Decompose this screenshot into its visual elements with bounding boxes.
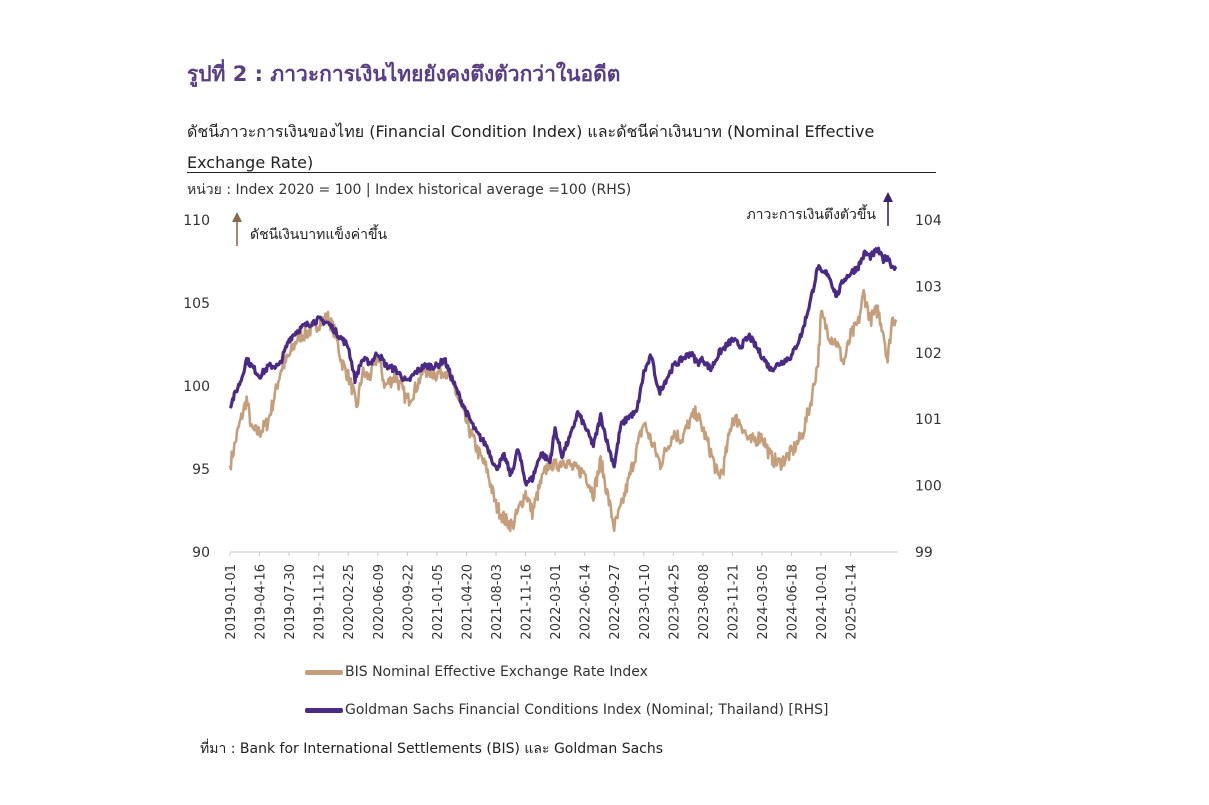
x-tick-label: 2023-04-25	[667, 564, 682, 640]
x-tick-label: 2024-06-18	[786, 564, 801, 640]
legend-label-fci: Goldman Sachs Financial Conditions Index…	[345, 702, 829, 718]
x-tick-label: 2020-09-22	[401, 564, 416, 640]
x-tick-label: 2019-01-01	[224, 564, 239, 640]
up-arrow-head-icon	[883, 192, 893, 202]
x-tick-label: 2023-01-10	[638, 564, 653, 640]
y-right-tick-label: 104	[915, 213, 942, 229]
x-tick-label: 2022-03-01	[549, 564, 564, 640]
neer-series-line	[228, 288, 898, 533]
up-arrow-head-icon	[232, 212, 242, 222]
x-tick-label: 2019-04-16	[254, 564, 269, 640]
x-tick-label: 2022-09-27	[608, 564, 623, 640]
chart-area: 90 95 100 105 110 99 100 101 102 103 104 2019-01-01…	[183, 192, 942, 640]
x-tick-label: 2021-11-16	[520, 564, 535, 640]
unit-note: หน่วย : Index 2020 = 100 | Index histori…	[187, 182, 632, 198]
legend-label-neer: BIS Nominal Effective Exchange Rate Inde…	[345, 664, 648, 680]
x-tick-label: 2020-06-09	[372, 564, 387, 640]
right-annotation: ภาวะการเงินตึงตัวขึ้น	[746, 192, 893, 226]
y-right-tick-label: 102	[915, 346, 942, 362]
x-tick-label: 2020-02-25	[342, 564, 357, 640]
x-tick-label: 2022-06-14	[579, 564, 594, 640]
x-tick-label: 2024-03-05	[756, 564, 771, 640]
legend-item-neer: BIS Nominal Effective Exchange Rate Inde…	[305, 662, 648, 682]
x-tick-label: 2023-11-21	[726, 564, 741, 640]
chart-series	[228, 246, 898, 533]
source-note: ที่มา : Bank for International Settlemen…	[200, 741, 664, 757]
y-right-tick-label: 99	[915, 545, 933, 561]
y-right-tick-label: 100	[915, 479, 942, 495]
fci-series-line	[228, 246, 898, 487]
y-left-tick-label: 95	[192, 462, 210, 478]
legend-swatch-neer	[305, 669, 343, 675]
chart-subtitle: ดัชนีภาวะการเงินของไทย (Financial Condit…	[187, 122, 875, 172]
y-left-tick-label: 100	[183, 379, 210, 395]
legend-item-fci: Goldman Sachs Financial Conditions Index…	[305, 700, 828, 720]
figure-title: รูปที่ 2 : ภาวะการเงินไทยยังคงตึงตัวกว่า…	[187, 62, 621, 86]
x-tick-label: 2021-04-20	[460, 564, 475, 640]
y-left-tick-label: 90	[192, 545, 210, 561]
x-tick-label: 2021-08-03	[490, 564, 505, 640]
y-left-tick-label: 110	[183, 213, 210, 229]
title-divider	[187, 172, 936, 173]
y-right-tick-label: 101	[915, 412, 942, 428]
y-right-tick-label: 103	[915, 279, 942, 295]
x-tick-label: 2019-07-30	[283, 564, 298, 640]
left-annotation: ดัชนีเงินบาทแข็งค่าขึ้น	[232, 212, 388, 246]
y-left-tick-label: 105	[183, 296, 210, 312]
x-tick-label: 2021-01-05	[431, 564, 446, 640]
x-tick-label: 2025-01-14	[845, 564, 860, 640]
x-tick-label: 2019-11-12	[313, 564, 328, 640]
annotation-right-text: ภาวะการเงินตึงตัวขึ้น	[746, 204, 876, 223]
x-tick-label: 2023-08-08	[697, 564, 712, 640]
legend-swatch-fci	[305, 707, 343, 713]
annotation-left-text: ดัชนีเงินบาทแข็งค่าขึ้น	[250, 224, 388, 243]
x-tick-label: 2024-10-01	[815, 564, 830, 640]
chart-axes: 90 95 100 105 110 99 100 101 102 103 104 2019-01-01…	[183, 213, 942, 640]
